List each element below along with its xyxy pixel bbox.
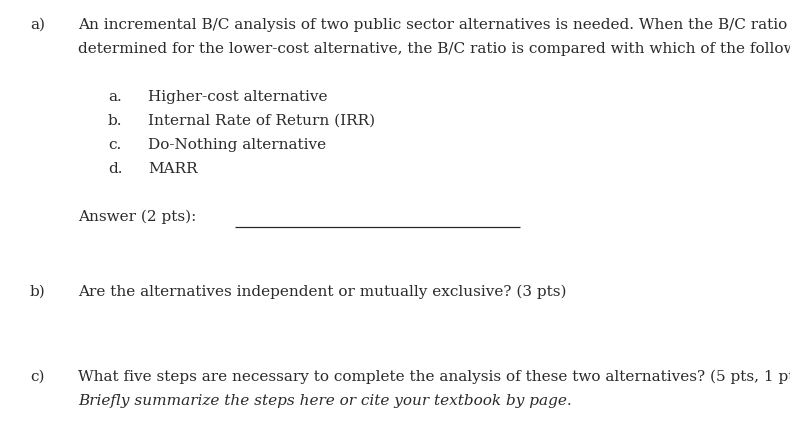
Text: Do-Nothing alternative: Do-Nothing alternative: [148, 138, 326, 152]
Text: Are the alternatives independent or mutually exclusive? (3 pts): Are the alternatives independent or mutu…: [78, 285, 566, 299]
Text: a.: a.: [108, 90, 122, 104]
Text: determined for the lower-cost alternative, the B/C ratio is compared with which : determined for the lower-cost alternativ…: [78, 42, 790, 56]
Text: Briefly summarize the steps here or cite your textbook by page.: Briefly summarize the steps here or cite…: [78, 394, 572, 408]
Text: Internal Rate of Return (IRR): Internal Rate of Return (IRR): [148, 114, 375, 128]
Text: d.: d.: [108, 162, 122, 176]
Text: a): a): [30, 18, 45, 32]
Text: What five steps are necessary to complete the analysis of these two alternatives: What five steps are necessary to complet…: [78, 370, 790, 384]
Text: b.: b.: [108, 114, 122, 128]
Text: c.: c.: [108, 138, 121, 152]
Text: Answer (2 pts):: Answer (2 pts):: [78, 210, 197, 224]
Text: An incremental B/C analysis of two public sector alternatives is needed. When th: An incremental B/C analysis of two publi…: [78, 18, 790, 32]
Text: MARR: MARR: [148, 162, 198, 176]
Text: c): c): [30, 370, 44, 384]
Text: Higher-cost alternative: Higher-cost alternative: [148, 90, 328, 104]
Text: b): b): [30, 285, 46, 299]
